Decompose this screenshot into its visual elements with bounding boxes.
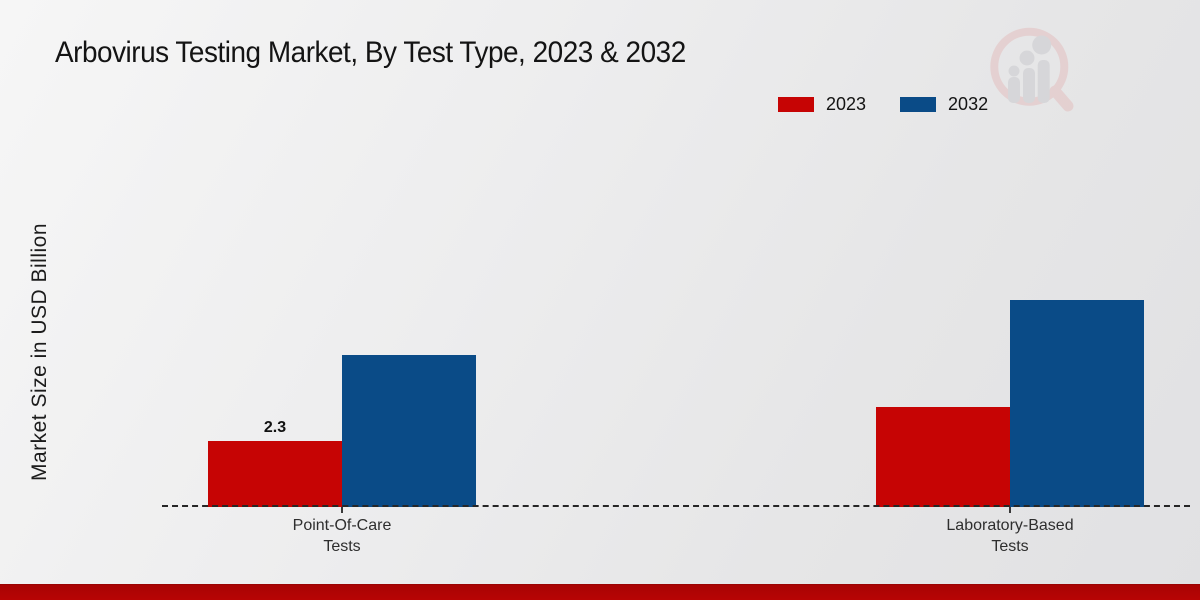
x-axis-tick <box>1009 507 1011 513</box>
bar-2032-category-0 <box>342 355 476 507</box>
legend-item-2032: 2032 <box>900 94 988 115</box>
bar-2032-category-1 <box>1010 300 1144 507</box>
legend-swatch-2032 <box>900 97 937 112</box>
legend: 2023 2032 <box>778 94 988 115</box>
chart-title: Arbovirus Testing Market, By Test Type, … <box>55 36 686 69</box>
legend-swatch-2023 <box>778 97 814 112</box>
x-axis-baseline <box>162 505 1190 507</box>
bar-2023-category-1 <box>876 407 1010 507</box>
footer-accent-bar <box>0 584 1200 600</box>
bar-value-label: 2.3 <box>263 419 287 436</box>
legend-label-2032: 2032 <box>948 94 989 114</box>
category-label-1: Laboratory-Based Tests <box>946 517 1074 555</box>
x-axis-tick <box>341 507 343 513</box>
legend-item-2023: 2023 <box>778 94 866 115</box>
category-label-0: Point-Of-Care Tests <box>292 517 392 555</box>
bar-2023-category-0 <box>208 441 342 507</box>
legend-label-2023: 2023 <box>826 94 867 114</box>
magnifier-growth-chart-logo-icon <box>990 27 1074 112</box>
